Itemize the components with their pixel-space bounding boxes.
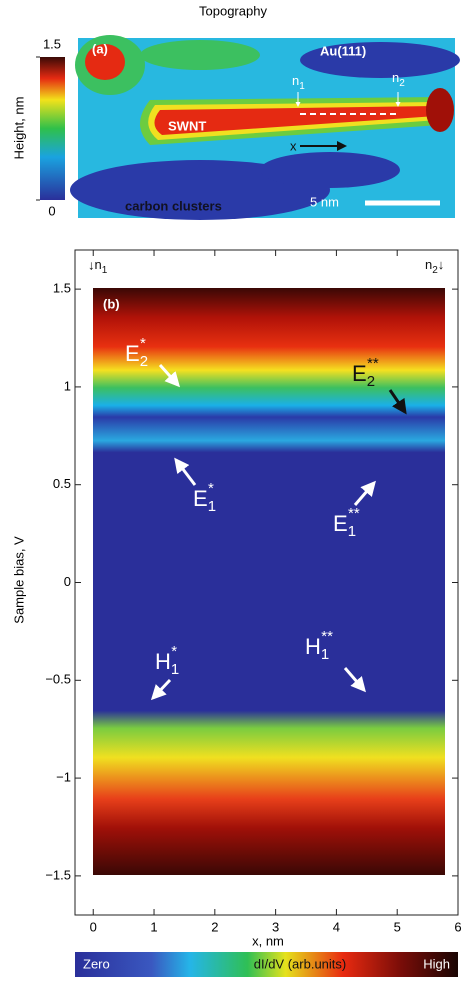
annotation: x [290,138,297,153]
y-axis-label: Sample bias, V [11,536,26,624]
label-sub: 2 [367,373,375,390]
colorbar-label: Height, nm [11,97,26,160]
x-tick-label: 6 [454,919,461,934]
y-tick-label: 1 [64,378,71,393]
colorbar [40,57,65,200]
x-tick-label: 0 [90,919,97,934]
colorbar-label: dI/dV (arb.units) [254,956,347,971]
state-label: E1** [333,505,360,540]
topography-image [70,35,460,220]
annotation: SWNT [168,118,206,133]
x-tick-label: 4 [333,919,340,934]
label-sub: 1 [208,498,216,515]
label-sub: 1 [348,523,356,540]
label-sub: 1 [171,661,179,678]
label-text: E [333,511,348,536]
label-text: E [352,361,367,386]
state-label: E2** [352,355,379,390]
y-tick-label: −1.5 [45,867,71,882]
label-sup: ** [321,628,333,645]
label-text: H [305,634,321,659]
annotation: n1 [292,73,305,91]
label-sup: ** [367,355,379,372]
annotation: 5 nm [310,194,339,209]
state-label: E2* [125,335,148,370]
label-text: E [193,486,208,511]
state-label: H1* [155,643,179,678]
arrow [150,678,172,701]
arrow [174,457,197,486]
y-tick-label: 0.5 [53,476,71,491]
state-label: E1* [193,480,216,515]
label-sup: ** [348,505,360,522]
y-tick-label: −1 [56,770,71,785]
y-tick-label: −0.5 [45,672,71,687]
label-text: E [125,341,140,366]
tick-label: 1.5 [43,36,61,51]
label-sub: 1 [321,646,329,663]
y-tick-label: 1.5 [53,281,71,296]
x-tick-label: 1 [150,919,157,934]
x-tick-label: 5 [394,919,401,934]
x-axis-label: x, nm [252,933,284,948]
annotation: carbon clusters [125,198,222,213]
arrow [353,480,376,506]
x-tick-label: 2 [211,919,218,934]
title: Topography [199,3,267,18]
tick-label: 0 [48,203,55,218]
colorbar-label: High [423,956,450,971]
heatmap-image [93,288,445,875]
annotation: n2 [392,70,405,88]
label-sup: * [140,335,146,352]
colorbar [75,952,458,977]
state-label: H1** [305,628,333,663]
label-sup: * [171,643,177,660]
annotation: n2↓ [425,257,444,275]
panel-label: (b) [103,296,120,311]
panel-label: (a) [92,41,108,56]
label-sup: * [208,480,214,497]
x-tick-label: 3 [272,919,279,934]
arrow [388,389,407,415]
label-text: H [155,649,171,674]
arrow [158,363,181,388]
label-sub: 2 [140,353,148,370]
annotation: Au(111) [320,43,366,58]
arrow [343,667,366,693]
colorbar-label: Zero [83,956,110,971]
y-tick-label: 0 [64,574,71,589]
